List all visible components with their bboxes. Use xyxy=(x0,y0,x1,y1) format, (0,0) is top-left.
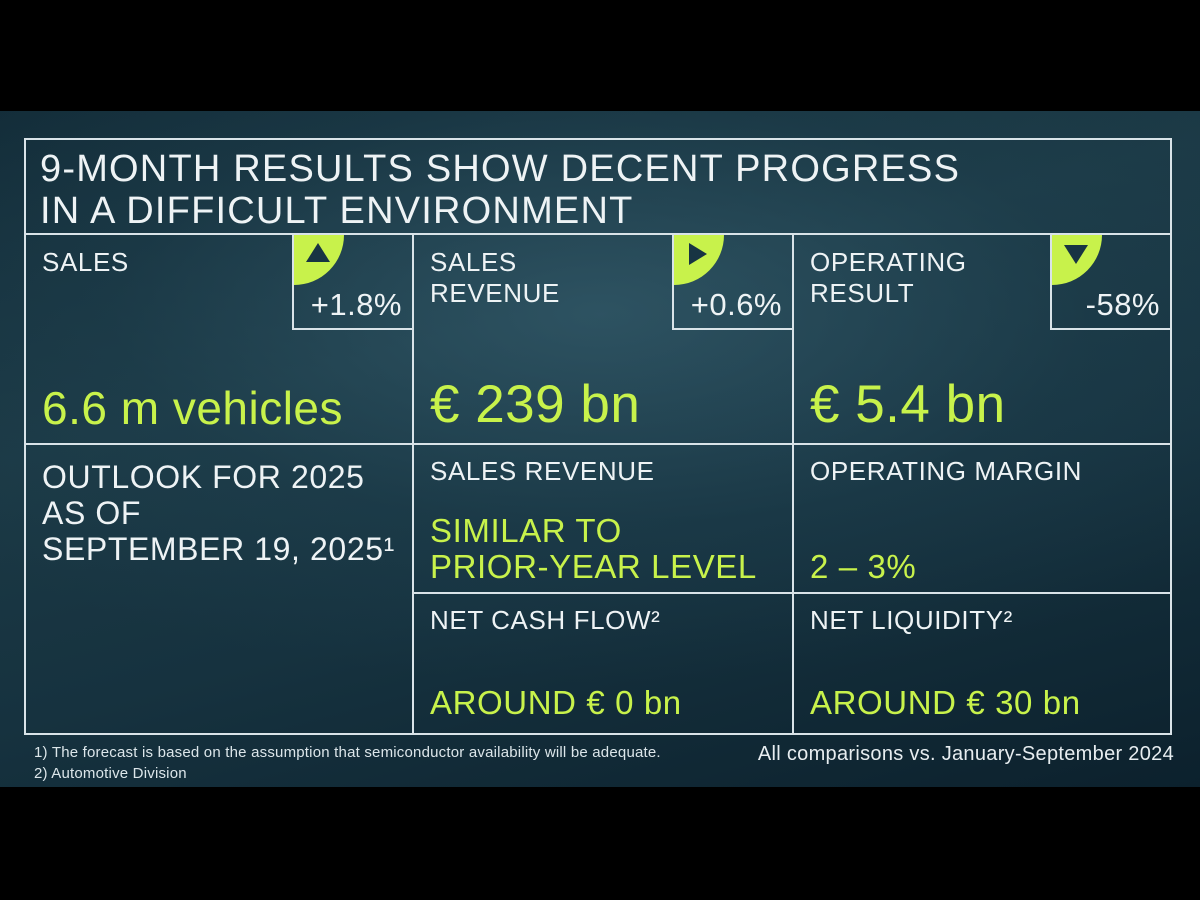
slide-title: 9-MONTH RESULTS SHOW DECENT PROGRESS IN … xyxy=(26,140,1170,235)
results-table: 9-MONTH RESULTS SHOW DECENT PROGRESS IN … xyxy=(24,138,1172,735)
kpi-value-operating-result: € 5.4 bn xyxy=(810,375,1006,434)
trend-up-icon xyxy=(306,243,330,262)
kpi-delta-badge-sales: +1.8% xyxy=(292,235,412,330)
kpi-delta-badge-sales-revenue: +0.6% xyxy=(672,235,792,330)
kpi-delta-sales: +1.8% xyxy=(310,287,402,322)
kpi-label-sales-revenue: SALES REVENUE xyxy=(430,247,560,308)
kpi-value-sales-revenue: € 239 bn xyxy=(430,375,641,434)
kpi-delta-operating-result: -58% xyxy=(1085,287,1160,322)
outlook-cell-net-cash-flow: NET CASH FLOW² AROUND € 0 bn xyxy=(412,594,792,733)
trend-flat-icon xyxy=(689,243,707,265)
trend-badge-shape xyxy=(294,235,344,285)
trend-down-icon xyxy=(1064,245,1088,264)
comparison-note: All comparisons vs. January-September 20… xyxy=(757,743,1174,765)
outlook-cell-sales-revenue: SALES REVENUE SIMILAR TO PRIOR-YEAR LEVE… xyxy=(412,445,792,594)
kpi-label-operating-result: OPERATING RESULT xyxy=(810,247,967,308)
outlook-value-operating-margin: 2 – 3% xyxy=(810,548,917,585)
outlook-label-operating-margin: OPERATING MARGIN xyxy=(810,456,1083,486)
outlook-heading: OUTLOOK FOR 2025 AS OF SEPTEMBER 19, 202… xyxy=(26,445,412,581)
outlook-label-net-cash-flow: NET CASH FLOW² xyxy=(430,605,661,635)
footnote-1: 1) The forecast is based on the assumpti… xyxy=(34,744,661,761)
outlook-value-sales-revenue: SIMILAR TO PRIOR-YEAR LEVEL xyxy=(430,512,757,585)
kpi-label-sales: SALES xyxy=(42,247,129,277)
outlook-heading-cell: OUTLOOK FOR 2025 AS OF SEPTEMBER 19, 202… xyxy=(26,445,412,733)
kpi-cell-operating-result: OPERATING RESULT -58% € 5.4 bn xyxy=(792,235,1170,445)
outlook-value-net-liquidity: AROUND € 30 bn xyxy=(810,684,1081,721)
outlook-cell-net-liquidity: NET LIQUIDITY² AROUND € 30 bn xyxy=(792,594,1170,733)
outlook-label-sales-revenue: SALES REVENUE xyxy=(430,456,655,486)
outlook-label-net-liquidity: NET LIQUIDITY² xyxy=(810,605,1013,635)
kpi-cell-sales-revenue: SALES REVENUE +0.6% € 239 bn xyxy=(412,235,792,445)
footnotes: 1) The forecast is based on the assumpti… xyxy=(34,742,661,784)
trend-badge-shape xyxy=(1052,235,1102,285)
slide-title-line2: IN A DIFFICULT ENVIRONMENT xyxy=(40,190,634,232)
outlook-heading-line2: AS OF xyxy=(42,495,142,531)
kpi-delta-sales-revenue: +0.6% xyxy=(690,287,782,322)
slide-title-line1: 9-MONTH RESULTS SHOW DECENT PROGRESS xyxy=(40,148,961,190)
footnote-2: 2) Automotive Division xyxy=(34,765,187,782)
outlook-heading-line1: OUTLOOK FOR 2025 xyxy=(42,459,365,495)
results-slide: 9-MONTH RESULTS SHOW DECENT PROGRESS IN … xyxy=(0,111,1200,787)
outlook-cell-operating-margin: OPERATING MARGIN 2 – 3% xyxy=(792,445,1170,594)
outlook-value-net-cash-flow: AROUND € 0 bn xyxy=(430,684,682,721)
kpi-cell-sales: SALES +1.8% 6.6 m vehicles xyxy=(26,235,412,445)
outlook-heading-line3: SEPTEMBER 19, 2025¹ xyxy=(42,531,395,567)
kpi-delta-badge-operating-result: -58% xyxy=(1050,235,1170,330)
trend-badge-shape xyxy=(674,235,724,285)
kpi-value-sales: 6.6 m vehicles xyxy=(42,382,344,434)
